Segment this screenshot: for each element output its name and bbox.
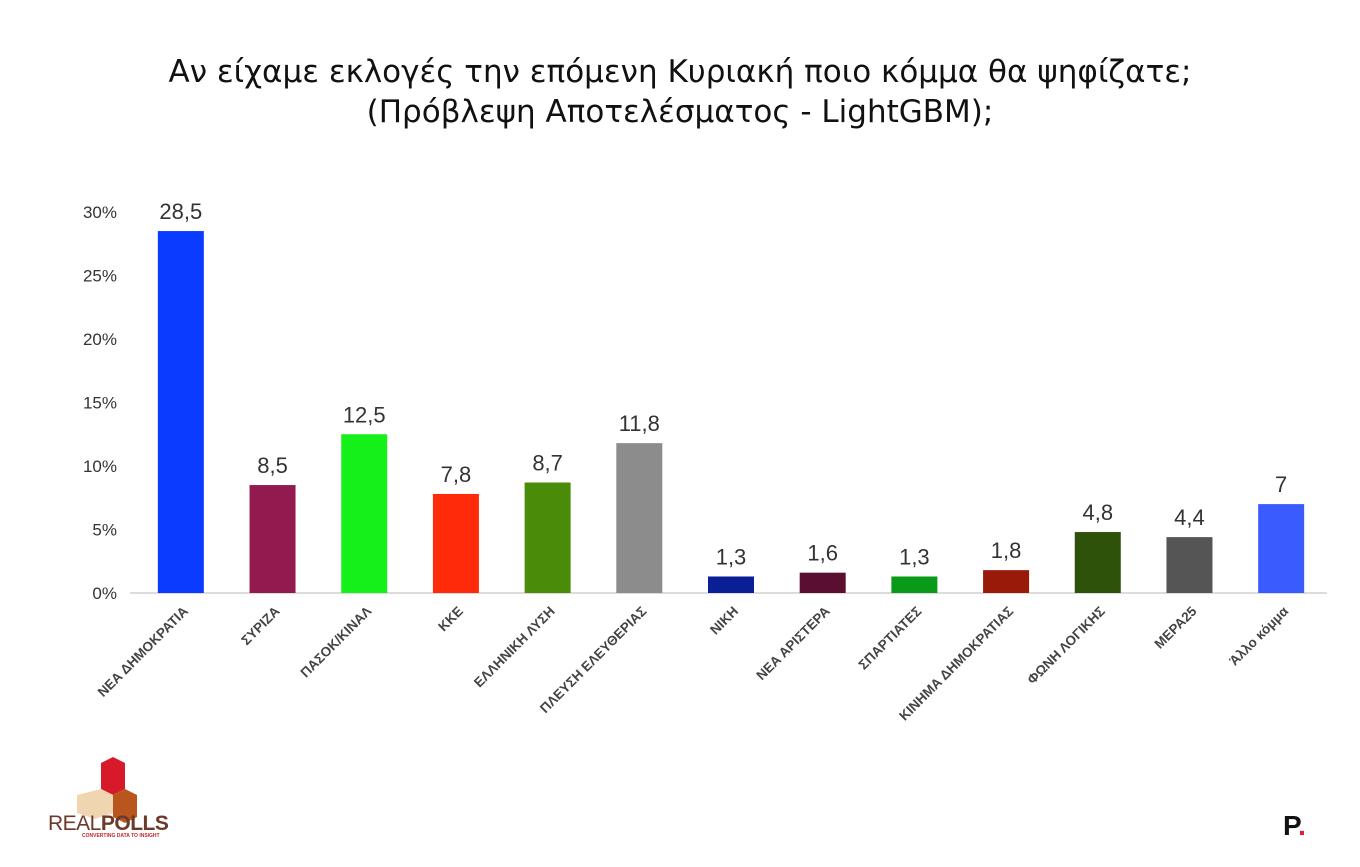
data-label: 28,5 <box>159 199 202 224</box>
data-label: 1,3 <box>899 544 930 569</box>
chart-title: Αν είχαμε εκλογές την επόμενη Κυριακή πο… <box>0 52 1360 132</box>
data-label: 12,5 <box>343 402 386 427</box>
y-tick-label: 5% <box>92 521 117 540</box>
chart-title-line-2: (Πρόβλεψη Αποτελέσματος - LightGBM); <box>366 94 994 130</box>
x-tick-label: ΣΠΑΡΤΙΑΤΕΣ <box>855 604 924 673</box>
bar <box>799 572 846 593</box>
y-tick-label: 25% <box>83 267 117 286</box>
bar <box>891 576 938 593</box>
chart-title-line-1: Αν είχαμε εκλογές την επόμενη Κυριακή πο… <box>168 54 1192 90</box>
data-label: 1,3 <box>716 544 747 569</box>
x-tick-label: ΠΛΕΥΣΗ ΕΛΕΥΘΕΡΙΑΣ <box>537 604 649 716</box>
data-label: 8,7 <box>532 451 563 476</box>
bar <box>157 231 204 594</box>
realpolls-logo <box>40 755 170 845</box>
logo-text: REALPOLLS <box>48 812 169 835</box>
bar <box>1074 532 1121 593</box>
data-label: 8,5 <box>257 453 288 478</box>
data-label: 7 <box>1275 472 1287 497</box>
x-tick-label: ΝΙΚΗ <box>707 604 741 638</box>
corner-brand-mark: P. <box>1283 810 1306 841</box>
bar <box>524 482 571 593</box>
logo-cubes-icon <box>77 757 137 823</box>
bar <box>1166 537 1213 593</box>
logo-tagline: CONVERTING DATA TO INSIGHT <box>82 833 160 839</box>
bar <box>432 493 479 593</box>
data-label: 1,8 <box>991 538 1022 563</box>
y-tick-label: 10% <box>83 457 117 476</box>
data-label: 4,4 <box>1174 505 1205 530</box>
x-tick-label: Άλλο κόμμα <box>1226 603 1291 668</box>
y-tick-label: 20% <box>83 330 117 349</box>
data-label: 1,6 <box>807 541 838 566</box>
x-tick-label: ΠΑΣΟΚ/ΚΙΝΑΛ <box>298 604 375 681</box>
bar <box>708 576 754 593</box>
data-label: 7,8 <box>441 462 472 487</box>
bar <box>983 570 1030 593</box>
bar <box>616 443 663 593</box>
x-tick-label: ΚΚΕ <box>435 604 466 635</box>
x-tick-label: ΝΕΑ ΔΗΜΟΚΡΑΤΙΑ <box>95 603 191 699</box>
x-tick-label: ΣΥΡΙΖΑ <box>238 603 283 648</box>
bar <box>249 485 296 593</box>
x-tick-label: ΜΕΡΑ25 <box>1151 603 1199 651</box>
y-tick-label: 15% <box>83 394 117 413</box>
data-label: 4,8 <box>1082 500 1113 525</box>
x-tick-label: ΝΕΑ ΑΡΙΣΤΕΡΑ <box>753 603 833 683</box>
data-label: 11,8 <box>619 411 660 436</box>
bar <box>341 434 388 593</box>
x-tick-label: ΕΛΛΗΝΙΚΗ ΛΥΣΗ <box>471 604 558 691</box>
x-tick-label: ΦΩΝΗ ΛΟΓΙΚΗΣ <box>1024 604 1108 688</box>
y-tick-label: 0% <box>92 584 117 603</box>
bar <box>1258 504 1305 593</box>
y-tick-label: 30% <box>83 203 117 222</box>
